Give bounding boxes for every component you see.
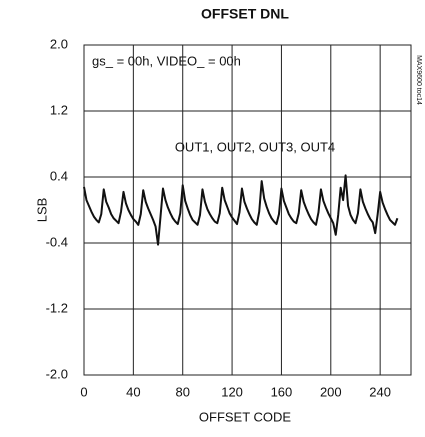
x-tick-label: 0 bbox=[80, 384, 87, 399]
x-tick-label: 160 bbox=[271, 384, 293, 399]
data-line bbox=[83, 174, 399, 246]
x-tick-label: 240 bbox=[369, 384, 391, 399]
figure-id: MAX9600 toc14 bbox=[415, 55, 422, 105]
y-tick-label: -2.0 bbox=[46, 366, 68, 381]
x-tick-label: 120 bbox=[221, 384, 243, 399]
y-tick-label: -0.4 bbox=[46, 234, 68, 249]
x-tick-label: 80 bbox=[175, 384, 189, 399]
annotation: gs_ = 00h, VIDEO_ = 00h bbox=[92, 53, 241, 68]
x-tick-label: 40 bbox=[126, 384, 140, 399]
y-tick-label: 0.4 bbox=[50, 168, 68, 183]
x-tick-label: 200 bbox=[320, 384, 342, 399]
x-axis-label: OFFSET CODE bbox=[199, 409, 292, 424]
y-axis-label: LSB bbox=[34, 198, 49, 223]
y-tick-label: -1.2 bbox=[46, 300, 68, 315]
chart-title: OFFSET DNL bbox=[201, 6, 289, 22]
y-tick-label: 2.0 bbox=[50, 36, 68, 51]
annotation: OUT1, OUT2, OUT3, OUT4 bbox=[175, 139, 335, 154]
y-tick-label: 1.2 bbox=[50, 102, 68, 117]
